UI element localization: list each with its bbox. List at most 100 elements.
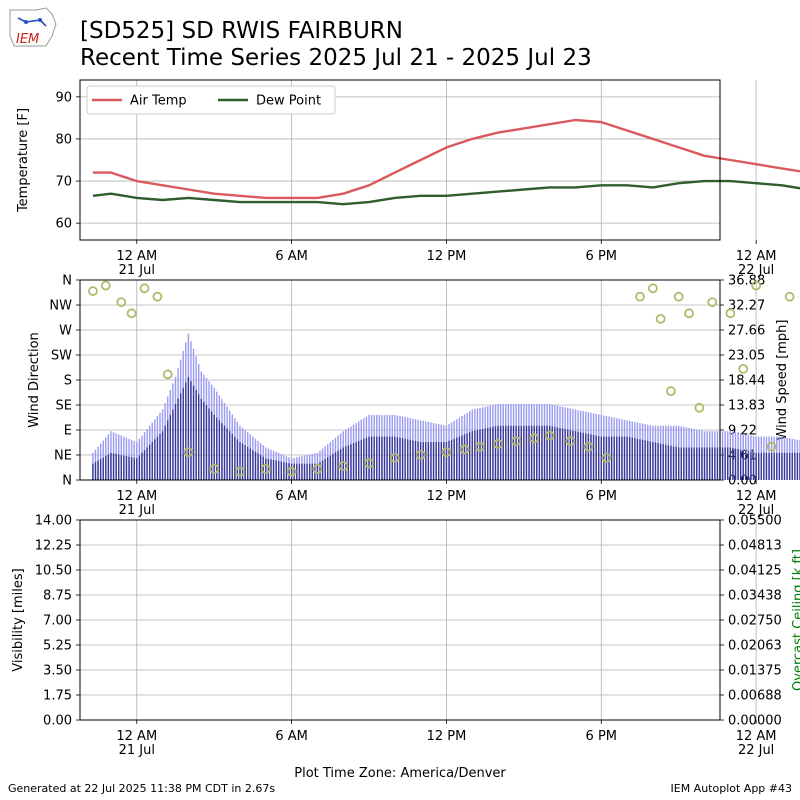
speed-bar xyxy=(569,430,572,480)
speed-bar xyxy=(267,458,270,480)
legend: Air Temp Dew Point xyxy=(86,85,336,115)
speed-bar xyxy=(154,439,156,480)
speed-bar xyxy=(523,425,525,480)
speed-bar xyxy=(690,447,693,480)
y-tick-label: 5.25 xyxy=(43,639,72,654)
speed-bar xyxy=(308,463,311,480)
speed-bar xyxy=(105,455,107,480)
y2-tick-label: 36.88 xyxy=(728,274,765,289)
wind-direction-point xyxy=(565,436,576,447)
speed-bar xyxy=(546,425,548,480)
speed-bar xyxy=(662,444,664,480)
speed-bar xyxy=(727,447,729,480)
speed-bar xyxy=(556,427,559,480)
wind-direction-point xyxy=(389,452,400,463)
speed-bar xyxy=(786,452,788,480)
speed-bar xyxy=(636,438,639,480)
x-tick-label: 12 AM xyxy=(116,729,157,744)
speed-bar xyxy=(616,436,618,480)
speed-bar xyxy=(407,439,409,480)
wind-direction-point xyxy=(666,386,676,397)
speed-bar xyxy=(745,450,747,480)
y2-axis-label: Wind Speed [mph] xyxy=(775,320,790,441)
speed-bar xyxy=(190,381,192,480)
wind-direction-point xyxy=(475,441,485,452)
speed-bar xyxy=(226,428,228,480)
x-tick-date-label: 22 Jul xyxy=(738,263,774,278)
y-tick-label: 80 xyxy=(55,132,72,147)
speed-bar xyxy=(781,452,783,480)
speed-bar xyxy=(396,437,399,480)
speed-bar xyxy=(128,456,130,480)
speed-bar xyxy=(644,440,646,480)
speed-bar xyxy=(97,460,99,480)
speed-bar xyxy=(768,452,770,480)
speed-bar xyxy=(388,436,391,480)
speed-bar xyxy=(515,425,517,480)
speed-bar xyxy=(714,447,716,480)
speed-bar xyxy=(208,408,210,480)
y2-tick-label: 0.01375 xyxy=(728,664,782,679)
speed-bar xyxy=(752,452,755,480)
speed-bar xyxy=(649,441,652,480)
speed-bar xyxy=(613,436,615,480)
x-tick-label: 12 PM xyxy=(427,249,467,264)
speed-bar xyxy=(159,433,161,480)
speed-bar xyxy=(499,425,502,480)
speed-bar xyxy=(595,435,597,480)
speed-bar xyxy=(773,452,775,480)
x-tick-label: 6 PM xyxy=(586,489,617,504)
x-tick-label: 12 PM xyxy=(427,489,467,504)
speed-bar xyxy=(381,436,383,480)
speed-bar xyxy=(574,431,577,480)
speed-bar xyxy=(587,433,590,480)
speed-bar xyxy=(567,429,569,480)
speed-bar xyxy=(582,432,584,480)
speed-bar xyxy=(755,452,757,480)
y-tick-label: N xyxy=(62,474,72,489)
speed-bar xyxy=(311,463,313,480)
wind-direction-point xyxy=(88,286,98,297)
wind-direction-point xyxy=(751,280,762,291)
speed-bar xyxy=(476,430,479,480)
wind-direction-point xyxy=(162,369,173,380)
speed-bar xyxy=(698,447,701,480)
speed-bar xyxy=(92,463,94,480)
y-tick-label: 7.00 xyxy=(43,614,72,629)
speed-bar xyxy=(200,398,202,480)
speed-bar xyxy=(167,420,169,480)
x-tick-date-label: 21 Jul xyxy=(119,503,155,518)
speed-bar xyxy=(223,425,226,480)
speed-bar xyxy=(373,436,375,480)
speed-bar xyxy=(675,446,677,480)
speed-bar xyxy=(770,452,773,480)
y-tick-label: SE xyxy=(56,399,72,414)
speed-bar xyxy=(443,442,445,480)
speed-bar xyxy=(561,428,564,480)
wind-direction-point xyxy=(235,466,245,477)
speed-bar xyxy=(99,459,102,480)
speed-bar xyxy=(760,452,762,480)
speed-bar xyxy=(288,463,290,480)
y-tick-label: 1.75 xyxy=(43,689,72,704)
x-tick-label: 12 AM xyxy=(736,249,777,264)
speed-bar xyxy=(404,438,406,480)
speed-bar xyxy=(716,447,719,480)
speed-bar xyxy=(639,439,641,480)
wind-direction-point xyxy=(116,297,127,308)
speed-bar xyxy=(148,444,151,480)
speed-bar xyxy=(394,436,396,480)
speed-bar xyxy=(401,438,404,480)
wind-direction-point xyxy=(601,452,612,463)
speed-bar xyxy=(484,428,486,480)
speed-bar xyxy=(355,442,357,480)
wind-direction-point xyxy=(139,283,150,294)
speed-bar xyxy=(339,449,342,480)
speed-bar xyxy=(680,447,682,480)
speed-bar xyxy=(502,425,504,480)
y-tick-label: NE xyxy=(54,449,72,464)
speed-bar xyxy=(133,457,135,480)
speed-bar xyxy=(432,442,435,480)
speed-bar xyxy=(747,451,750,480)
